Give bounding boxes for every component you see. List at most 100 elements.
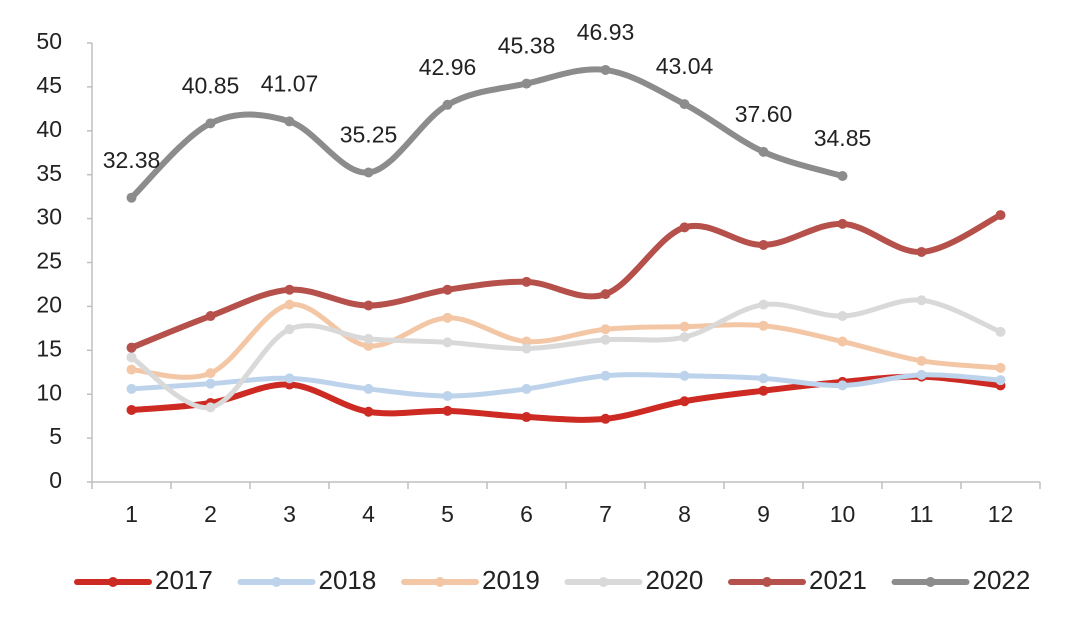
point (995, 210, 1006, 221)
point (758, 146, 769, 157)
series-line (129, 297, 1003, 410)
point (679, 321, 690, 332)
legend-label: 2018 (319, 565, 377, 595)
point (521, 383, 532, 394)
point (758, 385, 769, 396)
point (126, 405, 137, 416)
y-tick-label: 35 (36, 160, 62, 186)
point (521, 343, 532, 354)
point (995, 375, 1006, 386)
point (521, 276, 532, 287)
legend-label: 2020 (646, 565, 704, 595)
y-tick-label: 45 (36, 72, 62, 98)
data-label: 41.07 (261, 70, 319, 96)
point (600, 413, 611, 424)
point (995, 362, 1006, 373)
point (363, 340, 374, 351)
x-tick-label: 6 (520, 501, 533, 527)
point (758, 373, 769, 384)
point (679, 332, 690, 343)
y-tick-label: 0 (49, 467, 62, 493)
point (600, 370, 611, 381)
data-label: 40.85 (182, 72, 240, 98)
data-label: 42.96 (419, 54, 477, 80)
point (758, 239, 769, 250)
point (363, 300, 374, 311)
point (916, 295, 927, 306)
point (679, 370, 690, 381)
point (284, 284, 295, 295)
point (205, 378, 216, 389)
point (205, 311, 216, 322)
y-tick-label: 50 (36, 28, 62, 54)
x-tick-label: 7 (599, 501, 612, 527)
y-tick-label: 40 (36, 116, 62, 142)
point (600, 64, 611, 75)
point (126, 364, 137, 375)
point (363, 406, 374, 417)
y-tick-label: 5 (49, 423, 62, 449)
point (837, 171, 848, 182)
point (442, 284, 453, 295)
y-tick-label: 10 (36, 379, 62, 405)
point (205, 402, 216, 413)
point (284, 324, 295, 335)
data-label: 46.93 (577, 19, 635, 45)
series-line (129, 302, 1003, 380)
point (758, 299, 769, 310)
x-tick-label: 12 (988, 501, 1014, 527)
point (442, 405, 453, 416)
point (284, 116, 295, 127)
point (442, 312, 453, 323)
legend-label: 2021 (809, 565, 867, 595)
x-tick-label: 9 (757, 501, 770, 527)
point (916, 369, 927, 380)
point (600, 289, 611, 300)
point (837, 218, 848, 229)
series-line (128, 66, 846, 201)
point (442, 99, 453, 110)
legend-marker (108, 577, 118, 587)
point (758, 320, 769, 331)
point (363, 167, 374, 178)
point (126, 192, 137, 203)
x-tick-label: 4 (362, 501, 375, 527)
x-tick-label: 1 (125, 501, 138, 527)
point (679, 396, 690, 407)
legend-marker (435, 577, 445, 587)
x-tick-label: 3 (283, 501, 296, 527)
x-tick-label: 5 (441, 501, 454, 527)
data-label: 34.85 (814, 125, 872, 151)
data-label: 35.25 (340, 122, 398, 148)
point (837, 336, 848, 347)
y-tick-label: 25 (36, 248, 62, 274)
legend-marker (598, 577, 609, 587)
point (600, 334, 611, 345)
x-tick-label: 10 (830, 501, 856, 527)
point (205, 118, 216, 129)
point (205, 368, 216, 379)
y-tick-label: 30 (36, 204, 62, 230)
point (521, 78, 532, 89)
point (995, 326, 1006, 337)
legend-label: 2017 (155, 565, 213, 595)
legend-marker (925, 577, 936, 587)
point (600, 324, 611, 335)
point (284, 299, 295, 310)
point (126, 383, 137, 394)
point (837, 380, 848, 391)
point (916, 355, 927, 366)
point (521, 412, 532, 423)
data-label: 37.60 (735, 101, 793, 127)
data-label: 43.04 (656, 53, 714, 79)
point (363, 333, 374, 344)
x-tick-label: 2 (204, 501, 217, 527)
point (442, 390, 453, 401)
legend-label: 2019 (482, 565, 540, 595)
point (126, 342, 137, 353)
x-tick-label: 8 (678, 501, 691, 527)
data-label: 45.38 (498, 33, 556, 59)
point (837, 311, 848, 322)
x-tick-label: 11 (910, 501, 934, 527)
